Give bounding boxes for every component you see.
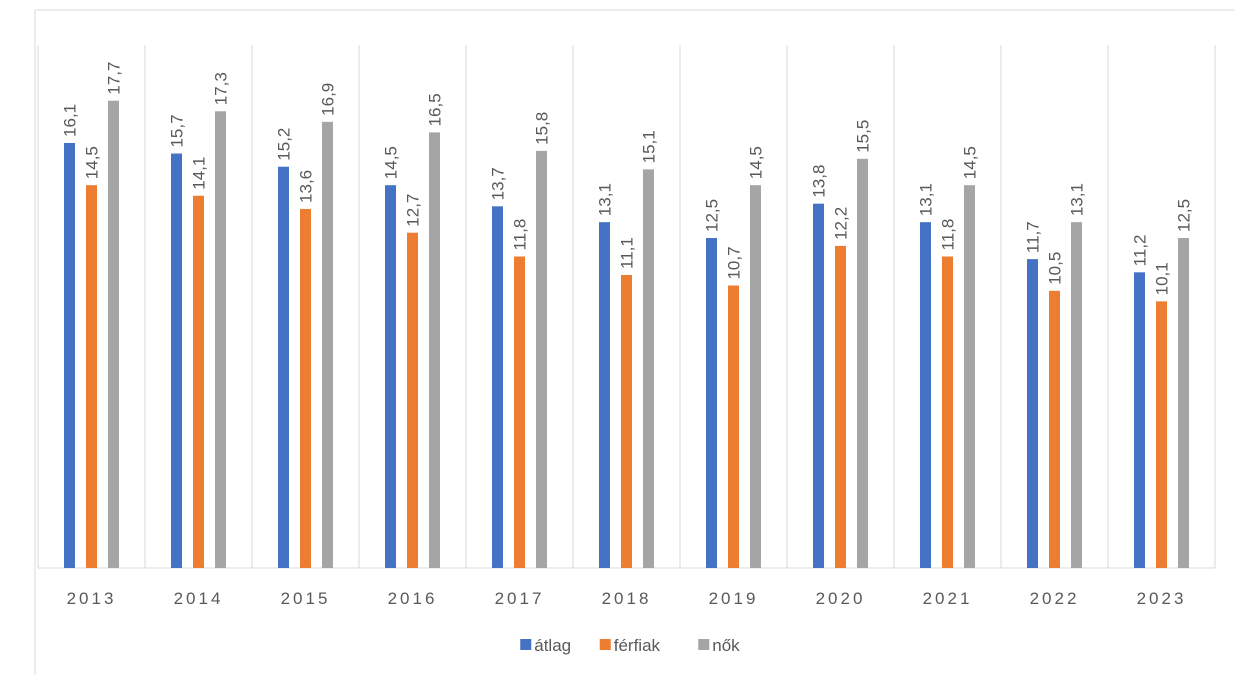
x-tick-label: 2015	[281, 589, 331, 608]
value-label: 13,1	[917, 183, 936, 216]
bar	[407, 232, 418, 568]
value-label: 10,5	[1046, 252, 1065, 285]
value-label: 16,9	[319, 83, 338, 116]
value-label: 14,1	[190, 157, 209, 190]
bar	[1134, 272, 1145, 568]
value-label: 13,8	[810, 165, 829, 198]
x-tick-label: 2022	[1030, 589, 1080, 608]
bar	[1156, 301, 1167, 568]
value-label: 11,2	[1131, 234, 1150, 266]
value-label: 16,5	[426, 93, 445, 126]
bar	[300, 208, 311, 568]
bar	[1071, 222, 1082, 568]
bar	[1049, 290, 1060, 568]
x-tick-label: 2023	[1137, 589, 1187, 608]
value-label: 13,7	[489, 167, 508, 200]
bar	[857, 158, 868, 569]
value-label: 15,2	[275, 128, 294, 161]
value-label: 14,5	[747, 146, 766, 179]
value-label: 17,7	[105, 62, 124, 95]
bar	[621, 274, 632, 568]
bar	[942, 256, 953, 568]
bar	[193, 195, 204, 568]
value-label: 11,8	[939, 219, 958, 251]
bar	[964, 185, 975, 568]
value-label: 14,5	[83, 146, 102, 179]
legend-label: férfiak	[614, 636, 661, 655]
bar	[429, 132, 440, 568]
value-label: 15,8	[533, 112, 552, 145]
value-label: 12,5	[1175, 199, 1194, 232]
bar	[322, 121, 333, 568]
bar	[1027, 259, 1038, 568]
legend-swatch	[698, 639, 710, 650]
bar	[86, 185, 97, 568]
bar	[514, 256, 525, 568]
legend-label: átlag	[534, 636, 571, 655]
bar	[643, 169, 654, 569]
value-label: 12,5	[703, 199, 722, 232]
value-label: 10,7	[725, 246, 744, 279]
value-label: 16,1	[61, 104, 80, 137]
x-tick-label: 2013	[67, 589, 117, 608]
x-tick-label: 2017	[495, 589, 545, 608]
value-label: 11,7	[1024, 221, 1043, 253]
value-label: 13,1	[1068, 183, 1087, 216]
bar	[278, 166, 289, 568]
legend-swatch	[520, 639, 532, 650]
value-label: 12,7	[404, 194, 423, 227]
value-label: 17,3	[212, 72, 231, 105]
value-label: 10,1	[1153, 262, 1172, 295]
bar	[385, 185, 396, 568]
value-label: 13,6	[297, 170, 316, 203]
value-label: 14,5	[961, 146, 980, 179]
bar	[599, 222, 610, 568]
bar	[536, 150, 547, 568]
value-label: 12,2	[832, 207, 851, 240]
bar	[215, 111, 226, 568]
bar	[108, 100, 119, 568]
bar	[64, 142, 75, 568]
value-label: 15,5	[854, 120, 873, 153]
value-label: 11,8	[511, 219, 530, 251]
value-label: 15,1	[640, 130, 659, 163]
bar	[920, 222, 931, 568]
bar	[492, 206, 503, 568]
value-label: 13,1	[596, 183, 615, 216]
legend-swatch	[599, 639, 611, 650]
bar	[835, 245, 846, 569]
bar	[750, 185, 761, 568]
bar	[706, 238, 717, 568]
bar	[728, 285, 739, 568]
value-label: 14,5	[382, 146, 401, 179]
legend-label: nők	[712, 636, 740, 655]
x-tick-label: 2016	[388, 589, 438, 608]
bar	[1178, 238, 1189, 568]
x-tick-label: 2020	[816, 589, 866, 608]
x-tick-label: 2018	[602, 589, 652, 608]
value-label: 11,1	[618, 237, 637, 269]
x-tick-label: 2019	[709, 589, 759, 608]
bar	[813, 203, 824, 568]
value-label: 15,7	[168, 114, 187, 147]
bar	[171, 153, 182, 568]
x-tick-label: 2021	[923, 589, 973, 608]
x-tick-label: 2014	[174, 589, 224, 608]
